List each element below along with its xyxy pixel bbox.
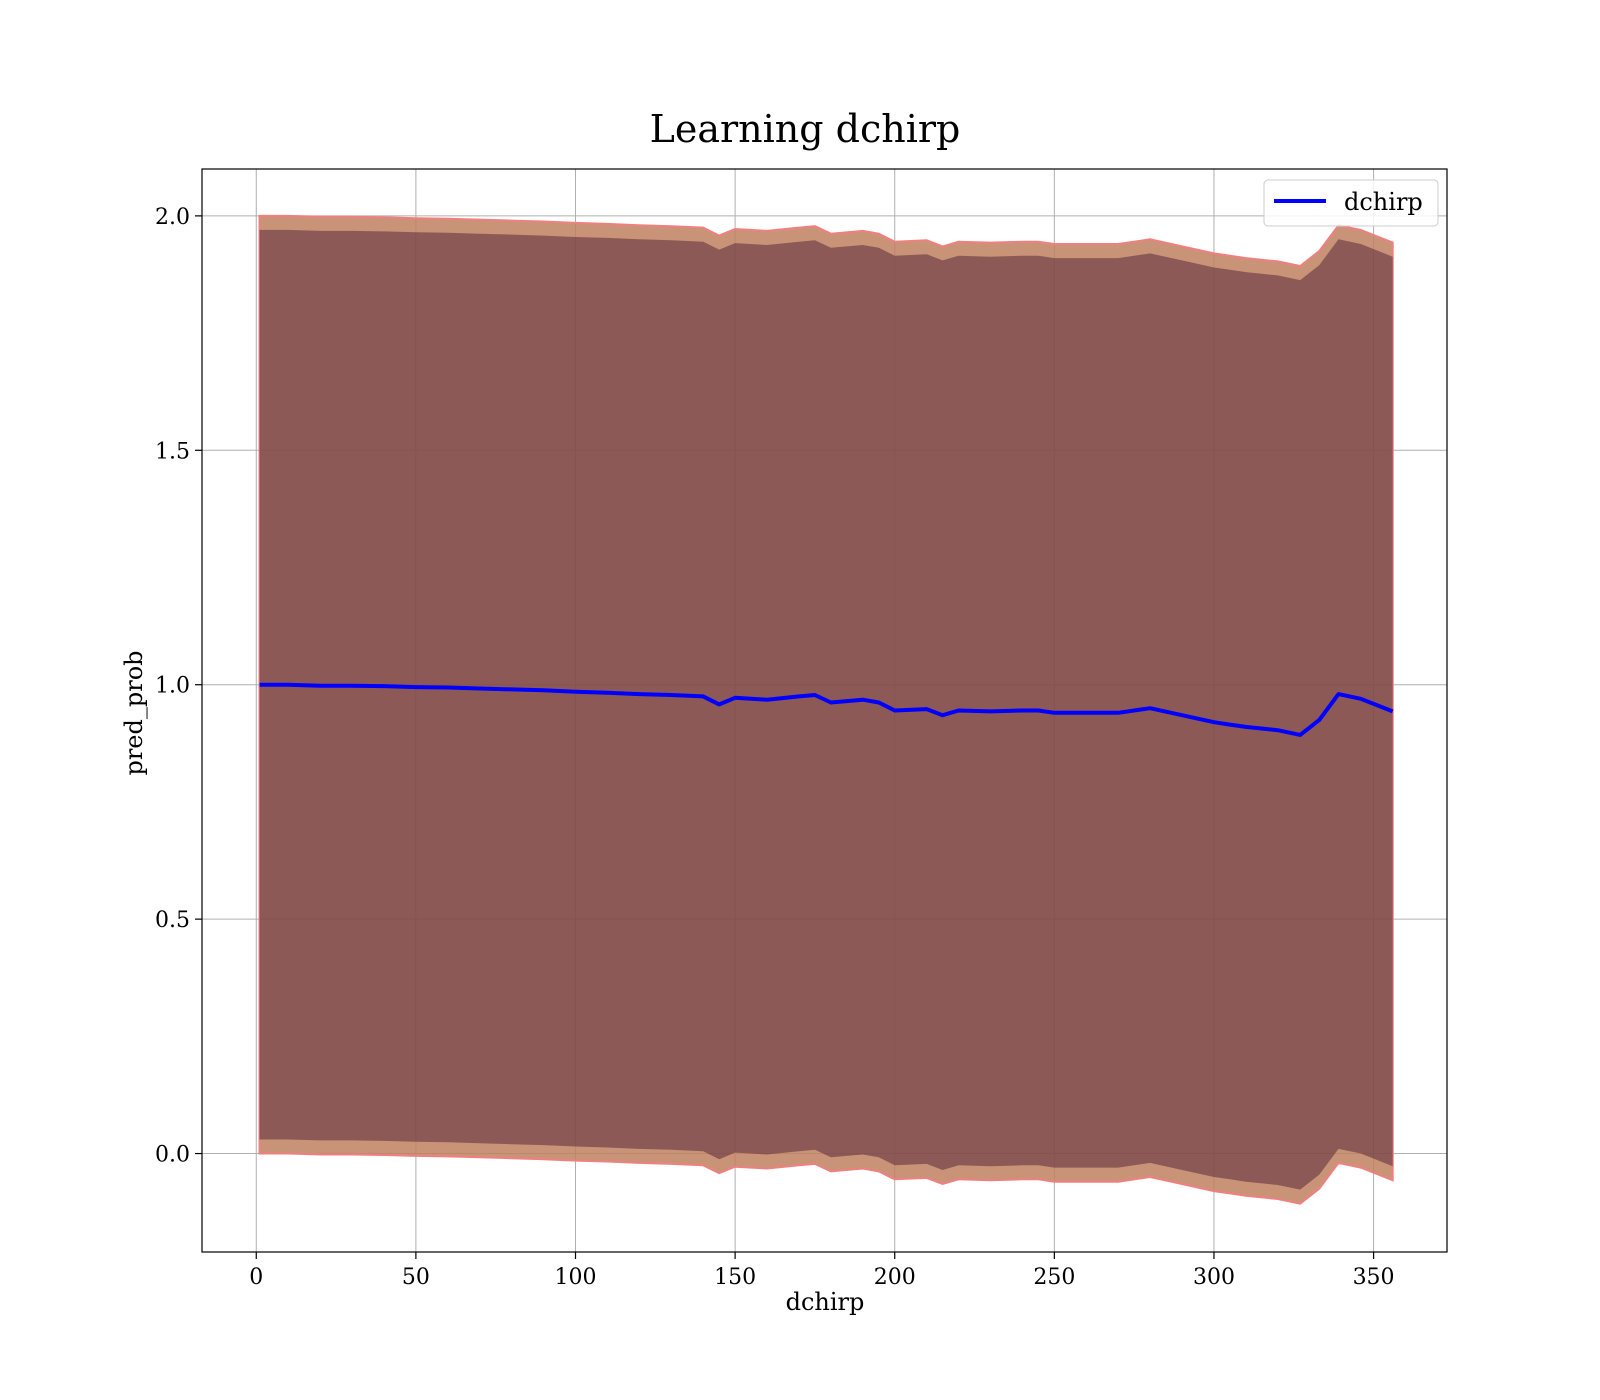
x-tick-label: 150 <box>714 1265 756 1290</box>
series-line-dchirp <box>259 682 1394 737</box>
x-axis-label: dchirp <box>786 1288 865 1316</box>
chart-title: Learning dchirp <box>650 107 961 151</box>
x-tick-label: 300 <box>1193 1265 1235 1290</box>
legend-box <box>1263 179 1439 227</box>
legend-label-dchirp: dchirp <box>1344 188 1423 216</box>
plot-frame <box>201 168 1448 1253</box>
x-tick-label: 100 <box>555 1265 597 1290</box>
band-inner <box>259 229 1393 1190</box>
confidence-bands <box>258 214 1394 1205</box>
y-tick-label: 0.5 <box>155 908 190 933</box>
x-tick-label: 200 <box>874 1265 916 1290</box>
y-tick-label: 1.5 <box>155 439 190 464</box>
y-ticks: 0.0 0.5 1.0 1.5 2.0 <box>155 205 202 1168</box>
x-ticks: 0 50 100 150 200 250 300 350 <box>249 1252 1395 1290</box>
x-tick-label: 0 <box>249 1265 263 1290</box>
legend: dchirp <box>1263 179 1439 227</box>
series-lines <box>259 682 1394 737</box>
x-tick-label: 50 <box>402 1265 430 1290</box>
y-tick-label: 2.0 <box>155 205 190 230</box>
x-tick-label: 350 <box>1353 1265 1395 1290</box>
x-tick-label: 250 <box>1033 1265 1075 1290</box>
y-tick-label: 0.0 <box>155 1143 190 1168</box>
y-axis-label: pred_prob <box>120 650 148 775</box>
y-tick-label: 1.0 <box>155 674 190 699</box>
